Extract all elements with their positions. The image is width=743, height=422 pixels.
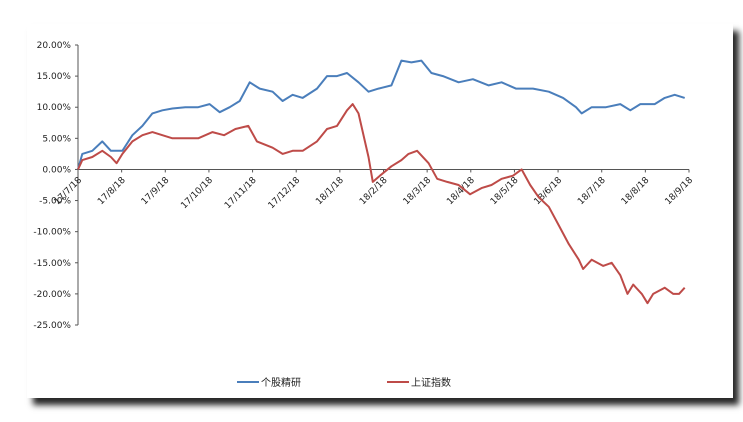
legend-label: 上证指数: [411, 376, 451, 389]
x-axis: 17/7/18 17/8/18 17/9/18 17/10/18 17/11/18 17/…: [53, 168, 696, 211]
y-tick-label: 10.00%: [37, 103, 72, 113]
x-tick-label: 18/8/18: [620, 175, 652, 207]
x-tick-label: 18/7/18: [576, 175, 608, 207]
x-tick-label: 17/11/18: [223, 175, 259, 211]
y-tick-label: 5.00%: [42, 134, 71, 144]
x-tick-label: 17/12/18: [267, 175, 303, 211]
y-tick-label: -20.00%: [33, 290, 71, 300]
y-tick-label: -15.00%: [33, 259, 71, 269]
x-tick-label: 18/6/18: [533, 175, 565, 207]
legend-label: 个股精研: [261, 376, 301, 389]
x-tick-label: 18/4/18: [445, 175, 477, 207]
x-tick-label: 18/9/18: [664, 175, 696, 207]
chart-frame: [27, 24, 733, 398]
y-tick-label: -5.00%: [39, 197, 71, 207]
y-tick-label: -25.00%: [33, 321, 71, 331]
y-tick-label: -10.00%: [33, 228, 71, 238]
x-tick-label: 18/1/18: [314, 175, 346, 207]
x-tick-label: 17/10/18: [179, 175, 215, 211]
x-tick-label: 17/9/18: [140, 175, 172, 207]
y-tick-label: 20.00%: [37, 41, 72, 51]
y-axis: 20.00% 15.00% 10.00% 5.00% 0.00% -5.00% -10.00…: [33, 41, 79, 331]
y-tick-label: 15.00%: [37, 72, 72, 82]
series-line-2: [77, 103, 686, 305]
y-tick-label: 0.00%: [42, 165, 71, 175]
x-tick-label: 18/3/18: [402, 175, 434, 207]
x-tick-label: 17/8/18: [96, 175, 128, 207]
x-tick-label: 18/5/18: [489, 175, 521, 207]
legend: 个股精研 上证指数: [237, 376, 451, 389]
series-lines: [77, 59, 686, 305]
series-line-1: [77, 59, 685, 170]
